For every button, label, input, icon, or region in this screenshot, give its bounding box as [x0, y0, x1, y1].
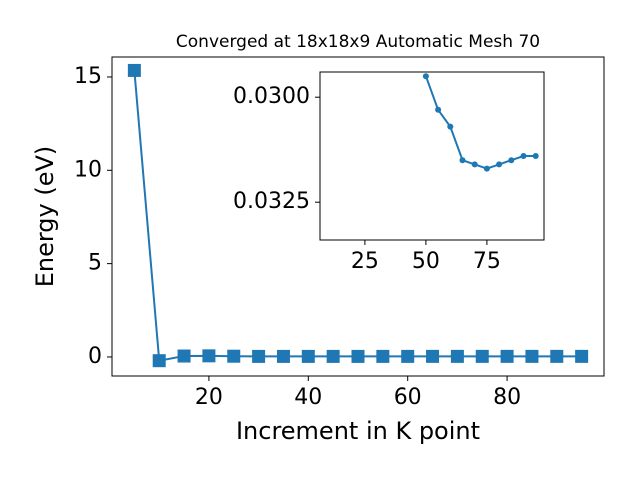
x-tick-label: 20	[195, 385, 223, 410]
data-point	[550, 349, 564, 363]
data-point	[483, 165, 490, 172]
x-tick-label: 25	[351, 249, 379, 274]
data-point	[520, 153, 527, 159]
chart-title: Converged at 18x18x9 Automatic Mesh 70	[176, 32, 540, 52]
y-tick-label: 10	[74, 157, 102, 182]
y-tick-label: 0.0300	[233, 84, 310, 109]
data-point	[525, 349, 539, 363]
plot-area	[422, 73, 539, 172]
data-point	[459, 157, 466, 164]
series-line	[424, 75, 536, 170]
data-point	[435, 106, 442, 113]
data-point	[401, 349, 415, 363]
x-tick-label: 40	[294, 385, 322, 410]
x-tick-label: 50	[412, 249, 440, 274]
data-point	[252, 349, 266, 363]
data-point	[127, 63, 141, 77]
data-point	[575, 349, 589, 363]
data-point	[301, 349, 315, 363]
data-point	[426, 349, 440, 363]
x-tick-label: 60	[394, 385, 422, 410]
data-point	[450, 349, 464, 363]
data-point	[227, 349, 241, 363]
y-axis-label: Energy (eV)	[31, 146, 59, 288]
data-point	[376, 349, 390, 363]
data-point	[177, 349, 191, 363]
plot-area	[127, 63, 589, 368]
data-point	[276, 349, 290, 363]
data-point	[447, 123, 454, 130]
data-point	[500, 349, 514, 363]
data-point	[152, 354, 166, 368]
x-tick-label: 75	[473, 249, 501, 274]
data-point	[475, 349, 489, 363]
y-tick-label: 0	[88, 344, 102, 369]
data-point	[496, 161, 503, 168]
x-tick-label: 80	[493, 385, 521, 410]
data-point	[326, 349, 340, 363]
axes-frame	[319, 71, 545, 241]
data-point	[422, 73, 429, 80]
data-point	[532, 153, 539, 159]
data-point	[202, 349, 216, 363]
x-axis-label: Increment in K point	[236, 417, 480, 445]
data-point	[471, 161, 478, 168]
y-tick-label: 5	[88, 251, 102, 276]
y-tick-label: 0.0325	[233, 189, 310, 214]
data-point	[351, 349, 365, 363]
data-point	[508, 157, 515, 164]
y-tick-label: 15	[74, 64, 102, 89]
